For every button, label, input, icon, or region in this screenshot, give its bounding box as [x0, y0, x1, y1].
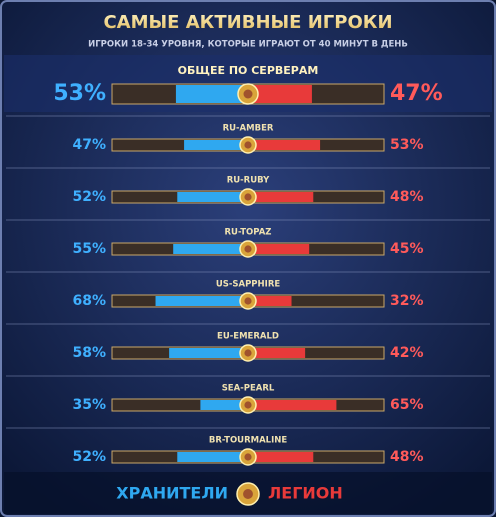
value-label: 53% [53, 81, 106, 106]
bar [173, 244, 248, 254]
value-label: 52% [72, 449, 106, 465]
emblem-core [244, 193, 252, 201]
emblem-core [244, 349, 252, 357]
emblem-core [244, 245, 252, 253]
bar [248, 452, 314, 462]
bar [248, 140, 321, 150]
value-label: 42% [390, 345, 424, 361]
value-label: 45% [390, 241, 424, 257]
bar [248, 192, 314, 202]
legend-entry: ХРАНИТЕЛИ [116, 484, 228, 503]
value-label: 65% [390, 397, 424, 413]
value-label: 47% [72, 137, 106, 153]
bar [248, 348, 306, 358]
category-label: RU-TOPAZ [225, 228, 272, 238]
value-label: 48% [390, 449, 424, 465]
emblem-core [244, 141, 252, 149]
category-label: US-SAPPHIRE [216, 280, 281, 290]
category-label: SEA-PEARL [222, 384, 275, 394]
value-label: 52% [72, 189, 106, 205]
bar [200, 400, 248, 410]
bar [175, 85, 248, 103]
category-label: EU-EMERALD [217, 332, 279, 342]
value-label: 47% [390, 81, 443, 106]
category-label: ОБЩЕЕ ПО СЕРВЕРАМ [178, 64, 319, 77]
bar [248, 400, 337, 410]
value-label: 48% [390, 189, 424, 205]
value-label: 68% [72, 293, 106, 309]
chart-subtitle: ИГРОКИ 18-34 УРОВНЯ, КОТОРЫЕ ИГРАЮТ ОТ 4… [88, 40, 408, 50]
bar [177, 192, 248, 202]
chart-title: САМЫЕ АКТИВНЫЕ ИГРОКИ [103, 12, 392, 33]
emblem-core [244, 453, 252, 461]
value-label: 35% [72, 397, 106, 413]
value-label: 53% [390, 137, 424, 153]
emblem-core [244, 297, 252, 305]
emblem-core [243, 489, 253, 499]
emblem-core [243, 89, 253, 99]
bar [155, 296, 248, 306]
bar [169, 348, 248, 358]
bar [177, 452, 248, 462]
bar [248, 244, 310, 254]
value-label: 55% [72, 241, 106, 257]
category-label: RU-AMBER [223, 124, 274, 134]
legend-entry: ЛЕГИОН [268, 484, 343, 503]
emblem-core [244, 401, 252, 409]
bar [184, 140, 248, 150]
value-label: 32% [390, 293, 424, 309]
bar [248, 85, 312, 103]
value-label: 58% [72, 345, 106, 361]
bar [248, 296, 292, 306]
category-label: BR-TOURMALINE [209, 436, 288, 446]
category-label: RU-RUBY [227, 176, 270, 186]
